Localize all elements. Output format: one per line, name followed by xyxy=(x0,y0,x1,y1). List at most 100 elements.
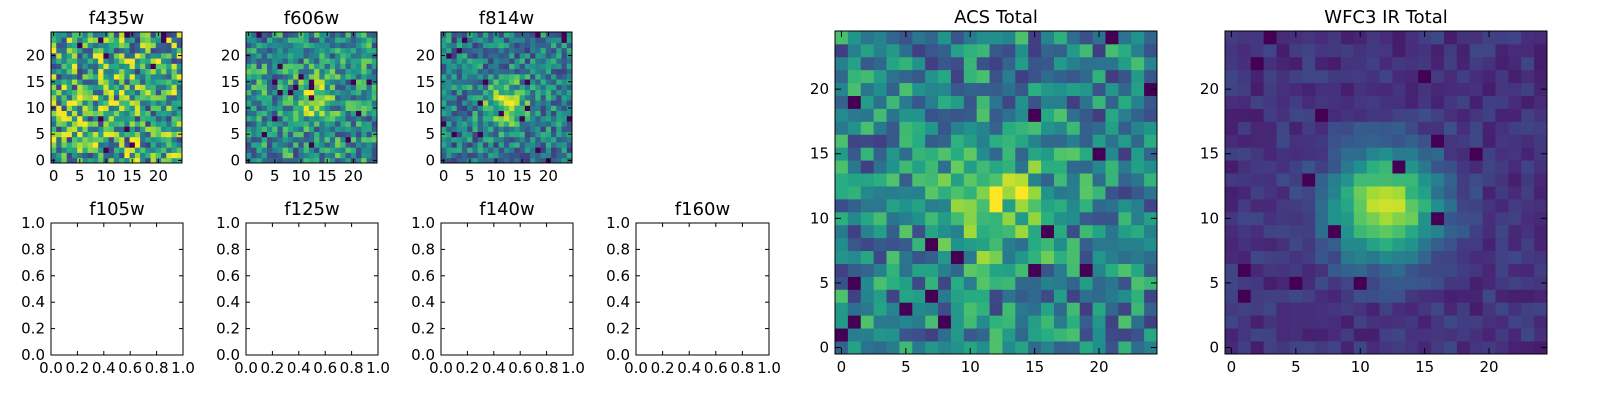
heatmap-cell xyxy=(335,131,341,138)
heatmap-cell xyxy=(498,47,505,54)
heatmap-cell xyxy=(1392,263,1406,277)
heatmap-cell xyxy=(1289,121,1303,135)
heatmap-cell xyxy=(976,108,990,122)
heatmap-cell xyxy=(119,152,125,159)
heatmap-cell xyxy=(1105,69,1119,84)
heatmap-cell xyxy=(103,89,110,96)
heatmap-cell xyxy=(277,131,284,138)
heatmap-cell xyxy=(87,126,94,132)
heatmap-cell xyxy=(71,47,78,54)
heatmap-cell xyxy=(92,142,99,148)
heatmap-cell xyxy=(166,52,172,59)
heatmap-cell xyxy=(298,89,305,96)
heatmap-cell xyxy=(1521,173,1535,187)
heatmap-cell xyxy=(161,126,167,132)
heatmap-cell xyxy=(1456,276,1471,290)
y-tick-label: 0 xyxy=(1209,339,1219,357)
heatmap-cell xyxy=(1379,289,1393,303)
heatmap-cell xyxy=(261,32,268,38)
heatmap-cell xyxy=(1028,186,1042,200)
heatmap-cell xyxy=(371,121,378,127)
heatmap-cell xyxy=(441,147,447,153)
heatmap-cell xyxy=(251,142,257,148)
heatmap-cell xyxy=(1366,186,1380,200)
heatmap-cell xyxy=(835,121,849,135)
heatmap-cell xyxy=(1066,276,1081,290)
heatmap-cell xyxy=(261,37,268,43)
heatmap-cell xyxy=(140,47,146,54)
heatmap-cell xyxy=(1469,341,1483,355)
heatmap-cell xyxy=(251,37,257,43)
heatmap-cell xyxy=(467,115,473,122)
heatmap-cell xyxy=(925,186,939,200)
heatmap-cell xyxy=(77,131,83,138)
heatmap-cell xyxy=(899,160,913,174)
heatmap-cell xyxy=(87,58,94,64)
heatmap-cell xyxy=(166,32,172,38)
heatmap-cell xyxy=(82,142,89,148)
heatmap-cell xyxy=(1237,224,1252,239)
heatmap-cell xyxy=(498,100,505,106)
heatmap-cell xyxy=(912,263,926,277)
heatmap-cell xyxy=(963,43,978,58)
heatmap-cell xyxy=(329,152,336,159)
heatmap-cell xyxy=(56,37,62,43)
heatmap-cell xyxy=(1495,186,1509,200)
heatmap-cell xyxy=(71,37,78,43)
heatmap-cell xyxy=(1002,108,1016,122)
heatmap-cell xyxy=(1276,160,1290,174)
heatmap-cell xyxy=(535,68,541,75)
heatmap-cell xyxy=(350,58,357,64)
heatmap-cell xyxy=(482,152,489,159)
heatmap-cell xyxy=(482,89,489,96)
heatmap-cell xyxy=(324,126,331,132)
heatmap-cell xyxy=(912,56,926,71)
heatmap-cell xyxy=(535,37,541,43)
heatmap-cell xyxy=(1340,43,1355,58)
heatmap-cell xyxy=(1276,341,1290,355)
y-tick-label: 0.2 xyxy=(411,320,435,338)
heatmap-cell xyxy=(98,121,104,127)
heatmap-cell xyxy=(1250,147,1265,161)
heatmap-cell xyxy=(1131,302,1145,316)
heatmap-cell xyxy=(303,136,310,143)
heatmap-cell xyxy=(329,131,336,138)
heatmap-cell xyxy=(1041,134,1055,148)
heatmap-cell xyxy=(1053,160,1068,174)
heatmap-cell xyxy=(1392,211,1406,226)
heatmap-cell xyxy=(1015,186,1029,200)
heatmap-cell xyxy=(1392,147,1406,161)
heatmap-cell xyxy=(1118,69,1132,84)
heatmap-cell xyxy=(493,100,500,106)
heatmap-cell xyxy=(477,131,484,138)
heatmap-cell xyxy=(171,157,178,164)
heatmap-cell xyxy=(493,47,500,54)
heatmap-cell xyxy=(246,110,252,117)
heatmap-cell xyxy=(119,157,125,164)
heatmap-cell xyxy=(256,142,263,148)
heatmap-cell xyxy=(113,73,120,80)
heatmap-cell xyxy=(298,52,305,59)
heatmap-cell xyxy=(329,136,336,143)
heatmap-cell xyxy=(1534,108,1548,122)
heatmap-cell xyxy=(847,211,862,226)
heatmap-cell xyxy=(140,89,146,96)
heatmap-cell xyxy=(66,142,73,148)
heatmap-cell xyxy=(535,157,541,164)
heatmap-cell xyxy=(561,110,568,117)
x-tick-label: 0.0 xyxy=(39,359,63,377)
heatmap-cell xyxy=(1392,186,1406,200)
heatmap-cell xyxy=(451,32,458,38)
heatmap-cell xyxy=(989,147,1003,161)
heatmap-cell xyxy=(92,105,99,111)
heatmap-cell xyxy=(340,126,346,132)
heatmap-cell xyxy=(266,147,273,153)
heatmap-cell xyxy=(1225,43,1239,58)
heatmap-cell xyxy=(1092,198,1106,213)
heatmap-cell xyxy=(366,68,373,75)
heatmap-cell xyxy=(314,47,320,54)
heatmap-cell xyxy=(925,31,939,45)
heatmap-cell xyxy=(77,94,83,101)
heatmap-cell xyxy=(461,63,468,70)
heatmap-cell xyxy=(277,84,284,91)
